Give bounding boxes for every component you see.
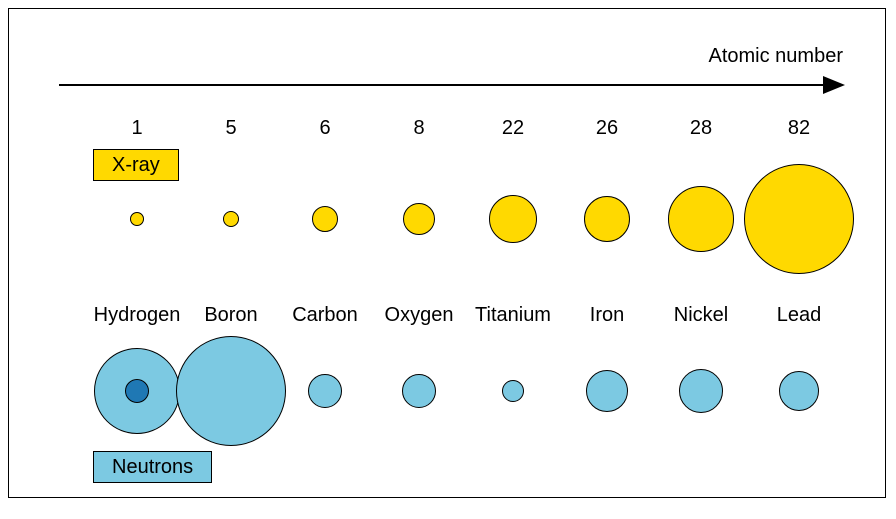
xray-circle: [130, 212, 144, 226]
xray-circle: [744, 164, 854, 274]
element-name-label: Lead: [777, 304, 822, 327]
diagram-canvas: Atomic number 1 5 6 8 22 26 28 82 X-ray Hydrogen Bo…: [8, 8, 886, 498]
atomic-number-label: 5: [225, 117, 236, 140]
xray-circle: [223, 211, 239, 227]
atomic-number-label: 6: [319, 117, 330, 140]
neutron-circle: [402, 374, 436, 408]
element-name-label: Titanium: [475, 304, 551, 327]
neutron-circle: [176, 336, 286, 446]
atomic-number-label: 82: [788, 117, 810, 140]
element-name-label: Nickel: [674, 304, 728, 327]
axis-arrow-head-icon: [823, 76, 845, 94]
axis-title: Atomic number: [709, 45, 844, 68]
neutron-inner-circle: [125, 379, 149, 403]
neutron-circle: [308, 374, 342, 408]
xray-circle: [668, 186, 734, 252]
element-name-label: Oxygen: [385, 304, 454, 327]
neutron-circle: [679, 369, 723, 413]
atomic-number-label: 22: [502, 117, 524, 140]
atomic-number-label: 28: [690, 117, 712, 140]
element-name-label: Iron: [590, 304, 624, 327]
element-name-label: Boron: [204, 304, 257, 327]
atomic-number-label: 1: [131, 117, 142, 140]
neutron-circle: [779, 371, 819, 411]
xray-badge: X-ray: [93, 149, 179, 181]
neutron-circle: [586, 370, 628, 412]
neutron-circle: [502, 380, 524, 402]
xray-circle: [312, 206, 338, 232]
xray-circle: [584, 196, 630, 242]
atomic-number-label: 26: [596, 117, 618, 140]
atomic-number-label: 8: [413, 117, 424, 140]
neutrons-badge: Neutrons: [93, 451, 212, 483]
xray-circle: [489, 195, 537, 243]
element-name-label: Hydrogen: [94, 304, 181, 327]
element-name-label: Carbon: [292, 304, 358, 327]
axis-arrow-line: [59, 84, 827, 86]
xray-circle: [403, 203, 435, 235]
